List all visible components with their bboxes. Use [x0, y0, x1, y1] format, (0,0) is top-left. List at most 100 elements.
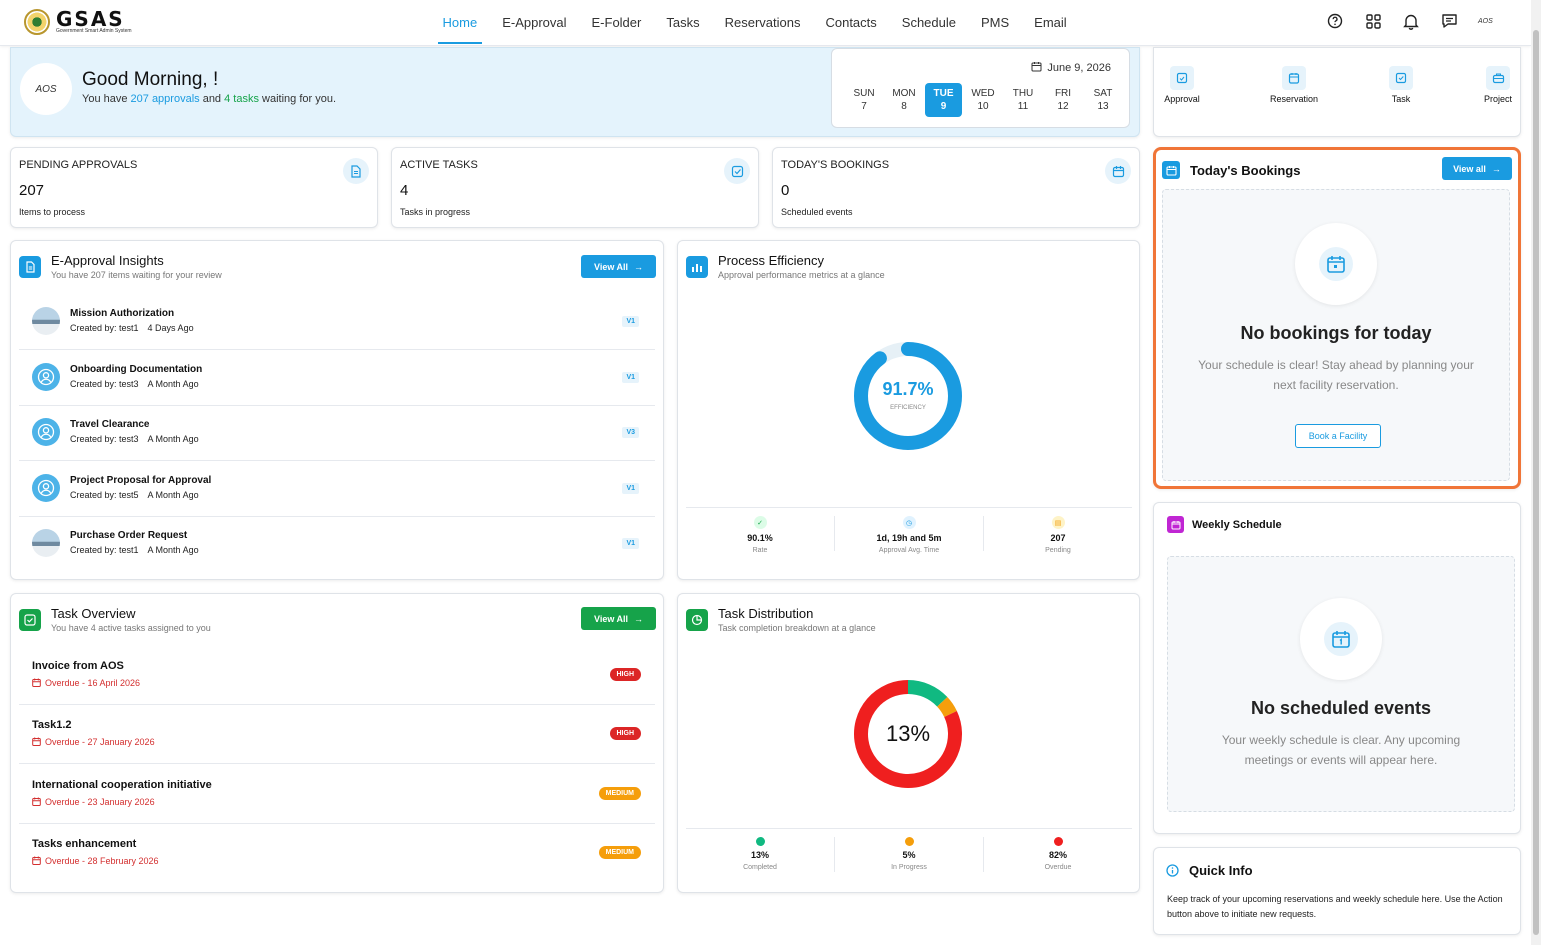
approval-creator: Created by: test1	[70, 545, 139, 555]
quick-action-reservation[interactable]: Reservation	[1266, 66, 1322, 104]
task-item[interactable]: International cooperation initiative Over…	[19, 765, 655, 824]
book-facility-button[interactable]: Book a Facility	[1295, 424, 1381, 448]
day-wed[interactable]: WED 10	[963, 83, 1003, 117]
nav-tasks[interactable]: Tasks	[666, 15, 700, 30]
quick-action-task[interactable]: Task	[1384, 66, 1418, 104]
week-calendar: June 9, 2026 SUN 7 MON 8 TUE 9 WED 10 THU 11 FRI 12…	[831, 48, 1130, 128]
user-avatar[interactable]: AOS	[1478, 17, 1493, 25]
quick-action-approval[interactable]: Approval	[1162, 66, 1202, 104]
efficiency-arc	[854, 342, 962, 450]
document-icon	[19, 256, 41, 278]
info-icon	[1166, 864, 1179, 880]
view-all-tasks-button[interactable]: View All →	[581, 607, 656, 630]
priority-badge: MEDIUM	[598, 845, 641, 859]
stat-value: 0	[781, 182, 790, 199]
approval-item[interactable]: Project Proposal for Approval Created by:…	[19, 462, 655, 517]
logo-text: GSAS	[56, 7, 125, 31]
card-title: Today's Bookings	[1190, 163, 1301, 178]
metric-rate: ✓ 90.1% Rate	[686, 516, 835, 554]
day-fri[interactable]: FRI 12	[1043, 83, 1083, 117]
clock-icon: ◷	[902, 516, 916, 529]
efficiency-gauge	[854, 342, 962, 450]
approval-title: Purchase Order Request	[70, 530, 188, 541]
view-all-bookings-button[interactable]: View all →	[1442, 157, 1512, 180]
day-sun[interactable]: SUN 7	[844, 83, 884, 117]
card-title: Task Overview	[51, 606, 136, 621]
calendar-icon	[32, 856, 45, 866]
metric-avg-time: ◷ 1d, 19h and 5m Approval Avg. Time	[835, 516, 984, 554]
task-due: Overdue - 16 April 2026	[32, 678, 140, 688]
approval-meta: Created by: test3 A Month Ago	[70, 434, 199, 444]
nav-schedule[interactable]: Schedule	[901, 15, 956, 30]
document-icon	[1170, 66, 1194, 90]
nav-home[interactable]: Home	[430, 0, 490, 46]
nav-email[interactable]: Email	[1034, 15, 1067, 30]
day-sat[interactable]: SAT 13	[1083, 83, 1123, 117]
quick-info-text: Keep track of your upcoming reservations…	[1167, 894, 1503, 919]
scrollbar-thumb[interactable]	[1533, 30, 1539, 935]
day-number: 11	[1017, 101, 1029, 112]
empty-illustration	[1300, 598, 1382, 680]
card-subtitle: Task completion breakdown at a glance	[718, 623, 876, 633]
stat-active-tasks[interactable]: ACTIVE TASKS 4 Tasks in progress	[391, 147, 759, 228]
task-due: Overdue - 23 January 2026	[32, 797, 155, 807]
task-item[interactable]: Invoice from AOS Overdue - 16 April 2026 H…	[19, 646, 655, 705]
day-number: 13	[1097, 101, 1109, 112]
approval-creator: Created by: test3	[70, 434, 139, 444]
legend-in-progress: 5% In Progress	[835, 837, 984, 872]
card-subtitle: You have 207 items waiting for your revi…	[51, 270, 222, 280]
approvals-count-link[interactable]: 207 approvals	[130, 93, 200, 105]
bell-icon[interactable]	[1402, 12, 1420, 30]
version-badge: V3	[622, 427, 639, 438]
nav-contacts[interactable]: Contacts	[825, 15, 877, 30]
approval-time: A Month Ago	[147, 489, 199, 500]
calendar-icon	[1324, 622, 1358, 656]
logo-subtitle: Government Smart Admin System	[56, 28, 132, 34]
top-navbar: GSAS Government Smart Admin System Home E…	[0, 0, 1531, 46]
card-title: Quick Info	[1189, 863, 1253, 878]
task-item[interactable]: Tasks enhancement Overdue - 28 February 2…	[19, 824, 655, 883]
approval-creator: Created by: test1	[70, 323, 139, 333]
legend-completed: 13% Completed	[686, 837, 835, 872]
quick-action-project[interactable]: Project	[1480, 66, 1516, 104]
arrow-right-icon: →	[634, 613, 643, 624]
calendar-icon	[32, 737, 45, 747]
approval-item[interactable]: Travel Clearance Created by: test3 A Month…	[19, 406, 655, 461]
approval-item[interactable]: Mission Authorization Created by: test1 4 …	[19, 295, 655, 350]
nav-e-folder[interactable]: E-Folder	[591, 15, 642, 30]
day-name: SUN	[853, 88, 875, 99]
tasks-count-link[interactable]: 4 tasks	[224, 93, 259, 105]
bar-chart-icon	[686, 256, 708, 278]
legend-dot	[904, 837, 914, 846]
e-approval-insights-card: E-Approval Insights You have 207 items w…	[10, 240, 664, 580]
pie-chart-icon	[686, 609, 708, 631]
nav-pms[interactable]: PMS	[981, 15, 1010, 30]
bookings-empty-state: No bookings for today Your schedule is c…	[1162, 189, 1510, 481]
day-mon[interactable]: MON 8	[884, 83, 924, 117]
stat-pending-approvals[interactable]: PENDING APPROVALS 207 Items to process	[10, 147, 378, 228]
view-all-approvals-button[interactable]: View All →	[581, 255, 656, 278]
chat-icon[interactable]	[1440, 12, 1458, 30]
calendar-icon	[1282, 66, 1306, 90]
stat-todays-bookings[interactable]: TODAY'S BOOKINGS 0 Scheduled events	[772, 147, 1140, 228]
apps-grid-icon[interactable]	[1364, 12, 1382, 30]
priority-badge: HIGH	[609, 668, 641, 681]
approval-item[interactable]: Onboarding Documentation Created by: test…	[19, 351, 655, 406]
day-number: 7	[861, 101, 867, 112]
help-icon[interactable]	[1326, 12, 1344, 30]
page-scrollbar[interactable]	[1531, 0, 1541, 945]
day-thu[interactable]: THU 11	[1003, 83, 1043, 117]
task-due-text: Overdue - 16 April 2026	[45, 678, 141, 688]
quick-actions-card: Approval Reservation Task Project	[1153, 47, 1521, 137]
approval-creator: Created by: test5	[70, 489, 139, 500]
document-icon	[343, 158, 369, 184]
calendar-icon	[1031, 61, 1042, 75]
day-tue[interactable]: TUE 9	[925, 83, 962, 117]
task-item[interactable]: Task1.2 Overdue - 27 January 2026 HIGH	[19, 705, 655, 765]
approval-meta: Created by: test5 A Month Ago	[70, 490, 199, 500]
nav-e-approval[interactable]: E-Approval	[502, 15, 567, 30]
app-logo[interactable]: GSAS Government Smart Admin System	[24, 9, 132, 35]
nav-reservations[interactable]: Reservations	[724, 15, 801, 30]
donut-slice-overdue	[854, 680, 962, 788]
approval-item[interactable]: Purchase Order Request Created by: test1 A…	[19, 517, 655, 572]
